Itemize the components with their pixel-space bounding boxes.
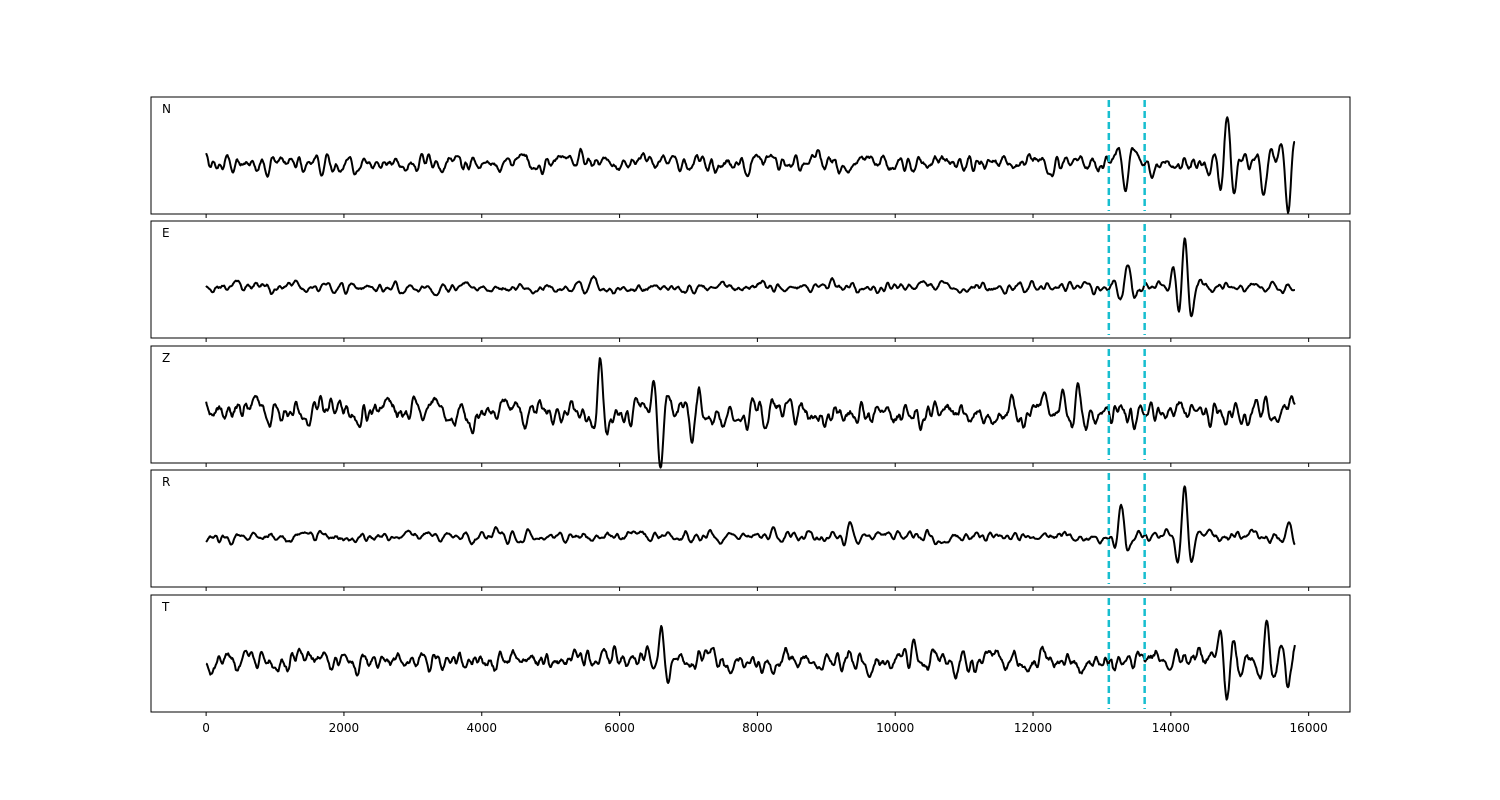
x-tick-label: 14000 [1152, 721, 1190, 735]
x-axis: 0 2000 4000 6000 8000 10000 12000 14000 16000 [202, 721, 1327, 735]
panel-t: T [150, 594, 1351, 716]
panel-label: R [162, 475, 170, 489]
waveform-z [205, 357, 1296, 469]
x-tick-label: 4000 [466, 721, 497, 735]
panel-frame [150, 345, 1351, 464]
x-tick-label: 2000 [329, 721, 360, 735]
waveform-r [205, 485, 1296, 564]
panel-label: T [161, 600, 170, 614]
panel-label: Z [162, 351, 170, 365]
x-tick-label: 6000 [604, 721, 635, 735]
x-tick-label: 16000 [1290, 721, 1328, 735]
panels: N E Z R T [150, 96, 1351, 716]
panel-z: Z [150, 345, 1351, 469]
panel-e: E [150, 220, 1351, 342]
waveform-n [205, 116, 1296, 214]
panel-frame [150, 594, 1351, 713]
panel-frame [150, 469, 1351, 588]
panel-label: N [162, 102, 171, 116]
panel-n: N [150, 96, 1351, 218]
x-tick-label: 12000 [1014, 721, 1052, 735]
waveform-e [205, 237, 1296, 318]
panel-r: R [150, 469, 1351, 591]
panel-frame [150, 220, 1351, 339]
x-tick-label: 0 [202, 721, 210, 735]
panel-frame [150, 96, 1351, 215]
panel-label: E [162, 226, 170, 240]
x-tick-label: 10000 [876, 721, 914, 735]
waveform-t [205, 619, 1296, 701]
x-tick-label: 8000 [742, 721, 773, 735]
